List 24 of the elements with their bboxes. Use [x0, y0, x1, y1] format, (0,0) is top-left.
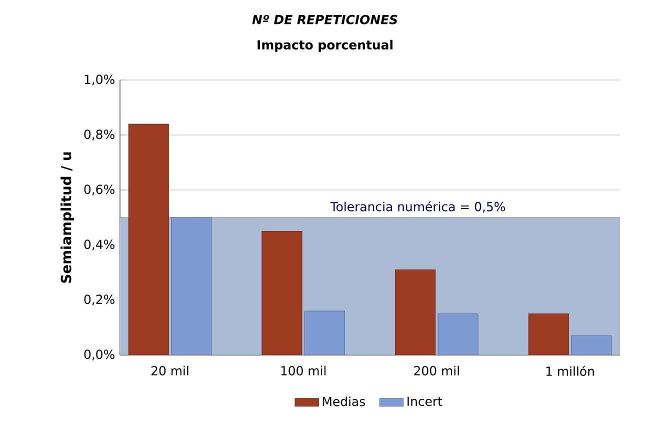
y-tick-label: 0,0%: [84, 350, 114, 360]
bar: [304, 310, 345, 355]
bar: [438, 313, 478, 355]
y-axis-title: Semiamplitud / u: [60, 152, 74, 283]
bar: [128, 124, 169, 355]
x-tick-label: 1 millón: [546, 366, 594, 376]
y-tick-label: 0,6%: [84, 184, 114, 196]
x-tick-label: 100 mil: [281, 366, 326, 376]
bar: [262, 230, 302, 355]
bar: [395, 269, 436, 355]
x-tick-label: 200 mil: [414, 366, 459, 376]
bar: [528, 313, 569, 355]
y-tick-label: 1,0%: [84, 74, 114, 86]
band-label: Tolerancia numérica = 0,5%: [330, 201, 506, 213]
chart-title: Nº DE REPETICIONES: [252, 14, 398, 24]
y-tick-label: 0,4%: [84, 240, 114, 250]
legend-label: Medias: [322, 396, 366, 406]
bar: [571, 335, 612, 355]
chart-subtitle: Impacto porcentual: [258, 40, 392, 52]
y-tick-label: 0,8%: [84, 130, 114, 140]
legend-label: Incert: [408, 396, 442, 406]
y-tick-label: 0,2%: [84, 294, 114, 306]
x-tick-label: 20 mil: [151, 366, 188, 376]
bar: [171, 217, 212, 355]
